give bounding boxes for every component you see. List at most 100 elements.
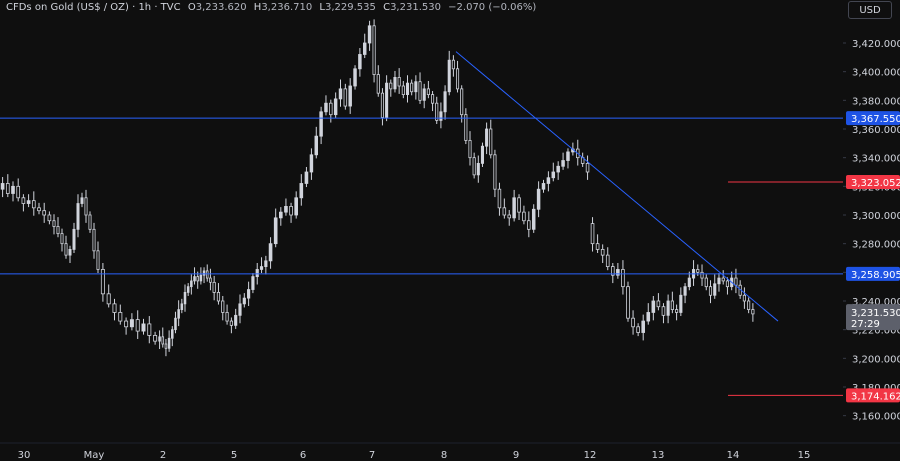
low-label: L <box>319 2 325 13</box>
candle-body <box>426 88 430 95</box>
candle-body <box>717 277 721 285</box>
candle-body <box>393 76 397 90</box>
price-level-tag <box>846 266 900 281</box>
candle-body <box>284 205 288 213</box>
candle-body <box>626 286 630 319</box>
candle-body <box>687 277 691 288</box>
candle-body <box>556 165 560 173</box>
candle-body <box>636 326 640 333</box>
candle-body <box>129 319 134 328</box>
candle-body <box>343 88 348 107</box>
candle-body <box>531 208 536 230</box>
price-level-tag <box>846 111 900 126</box>
candle-body <box>118 312 123 322</box>
candle-body <box>704 277 708 288</box>
x-tick-label: 9 <box>513 450 519 461</box>
candle-body <box>401 85 405 95</box>
candle-body <box>273 217 278 245</box>
candle-body <box>468 140 472 159</box>
candle-body <box>410 82 414 93</box>
candle-body <box>502 207 507 216</box>
candle-body <box>193 276 196 282</box>
candle-body <box>485 128 489 147</box>
candle-body <box>225 312 229 322</box>
candle-body <box>480 145 485 164</box>
candle-body <box>106 293 111 305</box>
candle-body <box>294 197 298 216</box>
time-axis: 30 May 2 5 6 7 8 9 12 13 14 15 <box>0 442 900 461</box>
price-axis: 3,160.0003,180.0003,200.0003,220.0003,24… <box>843 39 900 423</box>
candle-body <box>88 214 92 230</box>
candle-body <box>84 197 88 216</box>
candle-body <box>734 277 738 286</box>
current-price-tag <box>846 304 900 331</box>
candle-body <box>268 243 273 262</box>
candle-body <box>679 294 683 313</box>
candle-body <box>242 297 246 305</box>
candle-body <box>190 280 193 288</box>
candle-body <box>76 203 80 230</box>
price-level-label: 3,174.162 <box>851 391 900 402</box>
candle-body <box>259 266 264 270</box>
trendline[interactable] <box>455 51 779 322</box>
x-tick-label: 7 <box>369 450 375 461</box>
candle-body <box>299 183 304 199</box>
candle-body <box>561 160 565 167</box>
candle-body <box>621 269 625 288</box>
candle-body <box>422 88 426 101</box>
price-labels: 3,367.550 3,258.905 3,323.052 3,174.162 3,23… <box>846 111 900 403</box>
drawings[interactable] <box>0 51 843 396</box>
candle-body <box>177 309 180 319</box>
candle-body <box>590 223 595 245</box>
candle-body <box>279 211 283 219</box>
close-value: 3,231.530 <box>390 2 441 13</box>
candle-body <box>209 277 212 283</box>
candle-body <box>397 76 401 87</box>
candle-body <box>221 300 225 313</box>
change-value: −2.070 (−0.06%) <box>448 2 537 13</box>
candle-body <box>100 269 105 295</box>
candle-body <box>358 54 362 70</box>
candle-body <box>536 188 541 210</box>
candle-body <box>164 343 168 349</box>
candle-body <box>541 183 546 190</box>
open-value: 3,233.620 <box>195 2 247 13</box>
candle-body <box>661 306 666 316</box>
price-level-label: 3,323.052 <box>851 178 900 189</box>
candle-body <box>135 319 140 332</box>
candle-body <box>747 300 751 310</box>
candle-body <box>527 220 531 230</box>
candle-body <box>646 312 651 322</box>
low-value: 3,229.535 <box>324 2 376 13</box>
candle-body <box>435 102 439 121</box>
candle-body <box>16 185 21 199</box>
y-tick-label: 3,400.000 <box>852 68 900 79</box>
chart-header: CFDs on Gold (US$ / OZ) · 1h · TVC O3,23… <box>6 2 536 13</box>
candle-body <box>0 183 5 190</box>
candle-body <box>338 88 343 100</box>
candle-body <box>289 205 293 216</box>
candle-body <box>700 271 704 279</box>
price-level-tag <box>846 174 900 189</box>
candle-body <box>616 269 620 276</box>
symbol-title[interactable]: CFDs on Gold (US$ / OZ) · 1h · TVC <box>6 2 181 13</box>
candle-body <box>216 291 221 302</box>
x-tick-label: 30 <box>18 450 31 461</box>
y-tick-label: 3,420.000 <box>852 39 900 50</box>
candle-body <box>656 300 661 308</box>
y-tick-label: 3,360.000 <box>852 125 900 136</box>
candle-body <box>199 274 203 282</box>
candle-body <box>264 260 268 267</box>
candle-body <box>158 336 161 342</box>
candle-body <box>60 233 64 245</box>
y-tick-label: 3,340.000 <box>852 154 900 165</box>
candle-body <box>183 291 187 305</box>
x-tick-label: 6 <box>300 450 306 461</box>
candle-body <box>180 303 184 310</box>
candle-body <box>5 183 10 194</box>
candle-body <box>376 74 380 94</box>
x-tick-label: 8 <box>441 450 447 461</box>
candle-body <box>52 220 56 227</box>
currency-button[interactable]: USD <box>848 1 892 19</box>
